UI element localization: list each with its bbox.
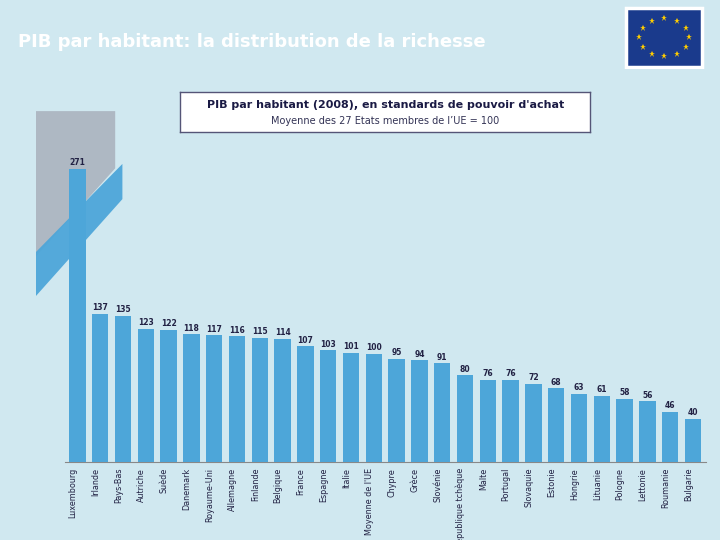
Text: 76: 76	[482, 369, 493, 378]
Bar	[183, 334, 199, 462]
Text: 114: 114	[275, 328, 290, 337]
Text: 94: 94	[414, 349, 425, 359]
Text: 80: 80	[459, 364, 470, 374]
Text: 63: 63	[574, 383, 585, 392]
Polygon shape	[36, 111, 115, 256]
Bar	[548, 388, 564, 462]
Text: 137: 137	[92, 303, 108, 312]
Bar	[411, 360, 428, 462]
Text: 103: 103	[320, 340, 336, 349]
Text: 101: 101	[343, 342, 359, 351]
Bar	[251, 338, 268, 462]
Text: 123: 123	[138, 318, 153, 327]
Bar	[525, 384, 541, 462]
Bar	[480, 380, 496, 462]
Bar	[229, 336, 246, 462]
Text: 118: 118	[184, 323, 199, 333]
Text: 58: 58	[619, 388, 630, 397]
Text: 61: 61	[597, 385, 607, 394]
Text: PIB par habitant: la distribution de la richesse: PIB par habitant: la distribution de la …	[18, 33, 485, 51]
Bar	[662, 412, 678, 462]
Text: 95: 95	[392, 348, 402, 357]
Text: 271: 271	[69, 158, 85, 167]
Bar	[593, 396, 610, 462]
Bar	[161, 330, 177, 462]
Text: 107: 107	[297, 335, 313, 345]
FancyBboxPatch shape	[626, 8, 702, 66]
Bar	[616, 399, 633, 462]
Bar	[503, 380, 519, 462]
Bar	[685, 418, 701, 462]
Bar	[571, 394, 588, 462]
Text: 100: 100	[366, 343, 382, 352]
Bar	[114, 316, 131, 462]
Bar	[388, 359, 405, 462]
Text: 91: 91	[437, 353, 447, 362]
Text: 116: 116	[229, 326, 245, 335]
Bar	[434, 363, 451, 462]
Bar	[69, 169, 86, 462]
Bar	[138, 329, 154, 462]
Bar	[320, 350, 336, 462]
Polygon shape	[36, 164, 122, 296]
Bar	[366, 354, 382, 462]
Text: 117: 117	[206, 325, 222, 334]
Text: PIB par habitant (2008), en standards de pouvoir d'achat: PIB par habitant (2008), en standards de…	[207, 100, 564, 110]
Text: 68: 68	[551, 377, 562, 387]
Bar	[456, 375, 473, 462]
Text: 122: 122	[161, 319, 176, 328]
Text: 56: 56	[642, 390, 652, 400]
Text: 135: 135	[115, 305, 131, 314]
Text: 46: 46	[665, 401, 675, 410]
Bar	[92, 314, 108, 462]
Bar	[297, 346, 314, 462]
Text: Moyenne des 27 Etats membres de l’UE = 100: Moyenne des 27 Etats membres de l’UE = 1…	[271, 116, 500, 126]
Text: 72: 72	[528, 373, 539, 382]
Bar	[274, 339, 291, 462]
Text: 40: 40	[688, 408, 698, 417]
Bar	[639, 401, 656, 462]
Text: 115: 115	[252, 327, 268, 336]
Text: 76: 76	[505, 369, 516, 378]
Bar	[343, 353, 359, 462]
Bar	[206, 335, 222, 462]
